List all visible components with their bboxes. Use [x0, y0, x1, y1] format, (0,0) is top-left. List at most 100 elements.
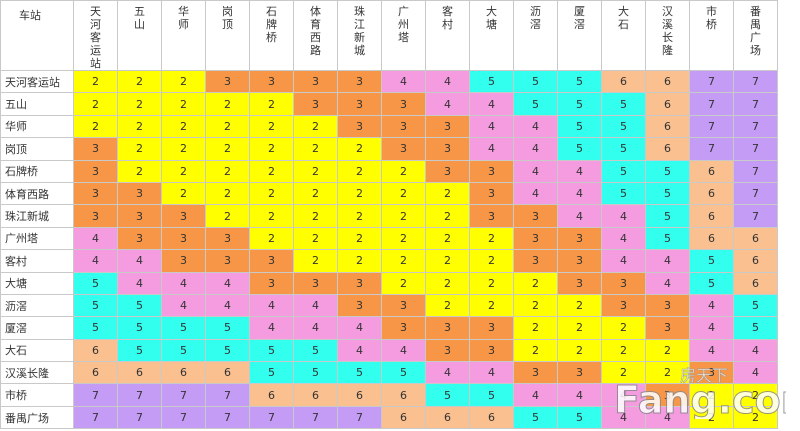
fare-cell: 3	[425, 159, 470, 183]
fare-cell: 3	[249, 69, 294, 94]
row-station-name: 五山	[0, 92, 74, 116]
fare-cell: 2	[425, 204, 470, 228]
fare-cell: 7	[689, 114, 734, 139]
row-station-name: 沥滘	[0, 293, 74, 318]
fare-cell: 5	[733, 293, 778, 318]
row-station-name: 番禺广场	[0, 405, 74, 430]
fare-cell: 4	[689, 338, 734, 363]
fare-cell: 6	[733, 249, 778, 273]
fare-cell: 3	[557, 226, 602, 251]
fare-cell: 3	[293, 69, 338, 94]
fare-cell: 3	[73, 159, 118, 183]
fare-cell: 4	[205, 293, 250, 318]
fare-cell: 2	[249, 92, 294, 116]
fare-cell: 3	[293, 271, 338, 295]
fare-cell: 3	[249, 271, 294, 295]
fare-cell: 6	[381, 405, 426, 430]
fare-cell: 3	[513, 361, 558, 385]
fare-cell: 2	[205, 114, 250, 139]
fare-cell: 3	[337, 271, 382, 295]
fare-cell: 2	[513, 316, 558, 340]
fare-cell: 5	[293, 361, 338, 385]
fare-cell: 2	[161, 137, 206, 161]
fare-cell: 4	[205, 271, 250, 295]
fare-cell: 4	[249, 316, 294, 340]
fare-cell: 3	[117, 226, 162, 251]
fare-cell: 2	[249, 226, 294, 251]
fare-cell: 4	[337, 316, 382, 340]
fare-cell: 6	[293, 383, 338, 407]
fare-cell: 2	[337, 249, 382, 273]
fare-cell: 3	[645, 383, 690, 407]
row-station-name: 厦滘	[0, 316, 74, 340]
fare-cell: 4	[469, 92, 514, 116]
fare-cell: 5	[73, 293, 118, 318]
fare-cell: 2	[337, 137, 382, 161]
row-station-name: 汉溪长隆	[0, 361, 74, 385]
fare-cell: 5	[513, 92, 558, 116]
fare-cell: 3	[381, 137, 426, 161]
row-station-name: 石牌桥	[0, 159, 74, 183]
fare-cell: 3	[689, 361, 734, 385]
fare-cell: 2	[733, 405, 778, 430]
fare-cell: 2	[205, 92, 250, 116]
table-row: 大塘 5 4 4 4 3 3 3 2 2 2 2 3 3 4 5 6	[0, 271, 778, 295]
column-header: 大石	[601, 0, 646, 71]
fare-cell: 4	[381, 338, 426, 363]
fare-cell: 7	[733, 204, 778, 228]
column-header-label: 珠江新城	[354, 5, 365, 57]
fare-cell: 2	[249, 114, 294, 139]
fare-cell: 2	[337, 159, 382, 183]
fare-cell: 5	[161, 316, 206, 340]
fare-cell: 3	[469, 338, 514, 363]
fare-cell: 5	[73, 316, 118, 340]
fare-cell: 2	[557, 316, 602, 340]
table-row: 沥滘 5 5 4 4 4 4 3 3 2 2 2 2 3 3 4 5	[0, 293, 778, 318]
column-header: 石牌桥	[249, 0, 294, 71]
table-row: 天河客运站 2 2 2 3 3 3 3 4 4 5 5 5 6 6 7 7	[0, 69, 778, 94]
fare-cell: 2	[161, 69, 206, 94]
fare-cell: 7	[161, 405, 206, 430]
fare-cell: 5	[73, 271, 118, 295]
fare-cell: 3	[161, 249, 206, 273]
row-station-name: 华师	[0, 114, 74, 139]
fare-cell: 3	[469, 204, 514, 228]
fare-cell: 3	[557, 271, 602, 295]
fare-cell: 7	[205, 405, 250, 430]
fare-cell: 2	[513, 338, 558, 363]
fare-cell: 3	[205, 249, 250, 273]
fare-cell: 5	[557, 69, 602, 94]
column-header-label: 广州塔	[398, 5, 409, 44]
fare-cell: 3	[337, 69, 382, 94]
fare-cell: 5	[601, 181, 646, 206]
fare-cell: 4	[557, 383, 602, 407]
column-header: 沥滘	[513, 0, 558, 71]
fare-cell: 2	[469, 271, 514, 295]
fare-cell: 3	[293, 92, 338, 116]
fare-cell: 4	[73, 249, 118, 273]
fare-cell: 4	[249, 293, 294, 318]
fare-cell: 2	[117, 69, 162, 94]
fare-cell: 2	[337, 226, 382, 251]
fare-cell: 6	[733, 226, 778, 251]
fare-cell: 5	[513, 69, 558, 94]
fare-cell: 7	[733, 114, 778, 139]
fare-cell: 6	[425, 405, 470, 430]
fare-cell: 2	[513, 271, 558, 295]
fare-cell: 4	[513, 181, 558, 206]
fare-cell: 3	[117, 181, 162, 206]
fare-cell: 3	[469, 181, 514, 206]
fare-cell: 5	[601, 159, 646, 183]
column-header: 汉溪长隆	[645, 0, 690, 71]
table-row: 厦滘 5 5 5 5 4 4 4 3 3 3 2 2 2 3 4 5	[0, 316, 778, 340]
fare-cell: 2	[601, 316, 646, 340]
fare-cell: 7	[117, 405, 162, 430]
fare-cell: 7	[733, 69, 778, 94]
fare-cell: 3	[73, 204, 118, 228]
column-header: 广州塔	[381, 0, 426, 71]
fare-cell: 2	[205, 204, 250, 228]
fare-cell: 6	[689, 159, 734, 183]
column-header-label: 沥滘	[530, 5, 541, 31]
fare-cell: 4	[469, 361, 514, 385]
table-row: 石牌桥 3 2 2 2 2 2 2 2 3 3 4 4 5 5 6 7	[0, 159, 778, 183]
